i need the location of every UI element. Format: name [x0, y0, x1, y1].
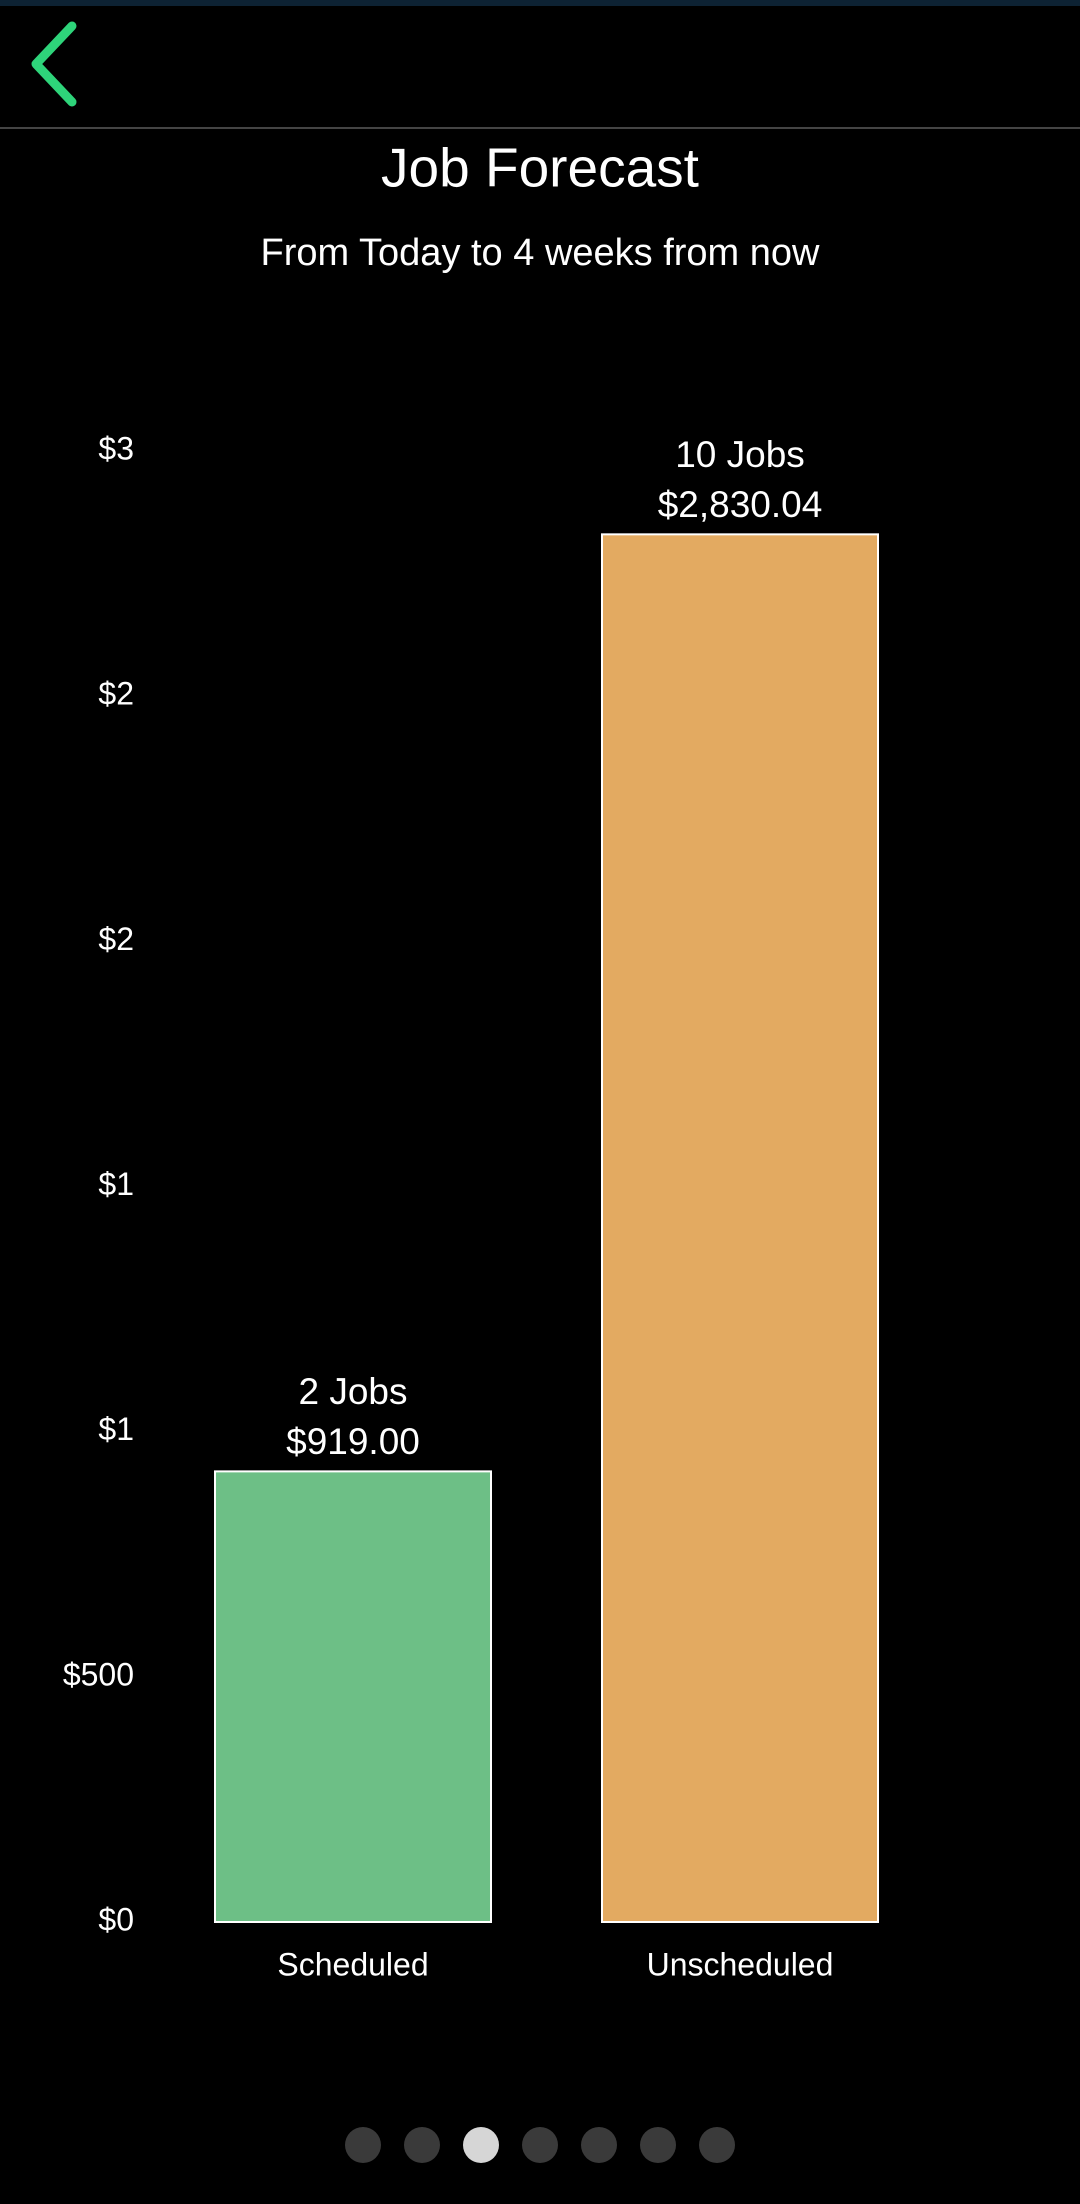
x-tick-label: Scheduled [277, 1946, 428, 1982]
y-tick-label: $0 [98, 1901, 134, 1937]
page-dot-active[interactable] [463, 2127, 499, 2163]
page-dot[interactable] [404, 2127, 440, 2163]
x-tick-label: Unscheduled [647, 1946, 834, 1982]
back-button[interactable] [31, 21, 77, 107]
count-label: 2 Jobs [298, 1371, 407, 1412]
value-label: $2,830.04 [658, 484, 823, 525]
y-tick-label: $2 [98, 676, 134, 712]
y-tick-label: $500 [63, 1656, 134, 1692]
page-dot[interactable] [581, 2127, 617, 2163]
bar [601, 533, 879, 1923]
bar [214, 1470, 492, 1923]
value-label: $919.00 [286, 1421, 420, 1462]
count-label: 10 Jobs [675, 434, 805, 475]
status-bar [0, 0, 1080, 6]
page-dot[interactable] [640, 2127, 676, 2163]
page-dot[interactable] [699, 2127, 735, 2163]
page-indicator [345, 2127, 735, 2163]
page-dot[interactable] [345, 2127, 381, 2163]
chart-title: Job Forecast [381, 137, 699, 199]
y-tick-label: $1 [98, 1411, 134, 1447]
y-tick-label: $1 [98, 1166, 134, 1202]
page-dot[interactable] [522, 2127, 558, 2163]
chart-subtitle: From Today to 4 weeks from now [261, 232, 821, 274]
y-tick-label: $3 [98, 430, 134, 466]
y-tick-label: $2 [98, 921, 134, 957]
